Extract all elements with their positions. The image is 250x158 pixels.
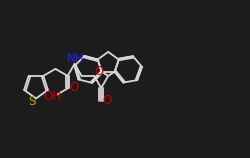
Text: O: O (69, 81, 78, 94)
Text: NH: NH (67, 52, 84, 65)
Text: S: S (28, 95, 36, 108)
Text: O: O (94, 65, 104, 78)
Text: O: O (102, 94, 112, 107)
Text: OH: OH (43, 90, 61, 103)
